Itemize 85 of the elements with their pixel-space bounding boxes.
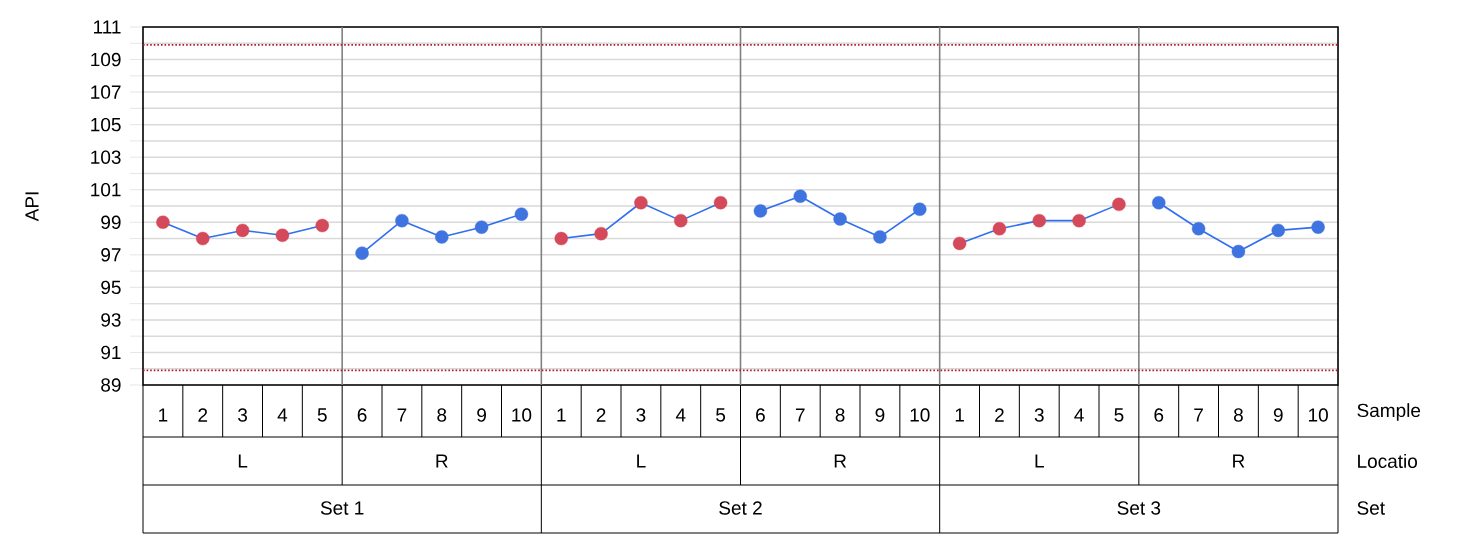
point [1271, 223, 1285, 238]
point [634, 196, 648, 210]
point [1152, 196, 1166, 210]
point [833, 212, 847, 226]
y-tick-label: 93 [101, 313, 121, 327]
x-tick-label: 9 [875, 408, 885, 422]
point [1311, 220, 1325, 234]
point [713, 196, 728, 210]
x-tick-label: 5 [317, 408, 327, 422]
point [753, 204, 768, 218]
y-tick-label: 109 [91, 52, 121, 67]
point [514, 207, 529, 221]
point [1231, 244, 1246, 259]
x-tick-label: 1 [159, 408, 168, 422]
point [474, 220, 489, 234]
x-tick-label: 6 [756, 408, 765, 422]
text: R [1233, 454, 1245, 468]
text: Set 3 [1117, 501, 1161, 515]
x-tick-label: 2 [596, 408, 606, 422]
y-tick-label: 103 [91, 150, 121, 164]
x-tick-label: 5 [1114, 408, 1124, 422]
point [156, 215, 170, 229]
x-tick-label: 6 [357, 408, 367, 422]
point [435, 230, 449, 244]
x-tick-label: 1 [955, 408, 964, 422]
x-tick-label: 3 [238, 408, 248, 422]
point [355, 246, 369, 260]
point [1191, 222, 1206, 236]
point [315, 218, 329, 233]
point [196, 231, 210, 246]
x-tick-label: 1 [557, 408, 566, 422]
point [952, 236, 967, 251]
y-axis-title: API [25, 192, 39, 222]
y-tick-label: 107 [91, 85, 121, 99]
y-tick-label: 97 [101, 248, 121, 262]
x-tick-label: 10 [1308, 408, 1328, 422]
x-tick-label: 7 [795, 408, 805, 422]
point [1032, 213, 1046, 228]
y-tick-label: 95 [101, 280, 121, 295]
point [1072, 213, 1086, 228]
text: L [637, 454, 646, 468]
x-tick-label: 2 [995, 408, 1004, 422]
text: R [834, 454, 847, 468]
y-tick-label: 99 [101, 215, 121, 229]
point [235, 223, 250, 238]
x-tick-label: 9 [1273, 408, 1283, 422]
point [793, 189, 807, 203]
x-tick-label: 6 [1154, 408, 1164, 422]
point [395, 213, 409, 228]
point [913, 202, 927, 216]
x-tick-label: 4 [1074, 408, 1084, 422]
x-tick-label: 5 [716, 408, 726, 422]
text: Locatio [1358, 454, 1417, 468]
x-tick-label: 8 [1233, 408, 1243, 422]
y-tick-label: 111 [94, 20, 121, 34]
point [1112, 197, 1126, 212]
text: R [436, 454, 448, 468]
y-tick-label: 101 [91, 183, 121, 197]
point [873, 230, 887, 244]
text: Sample [1357, 403, 1421, 421]
y-tick-label: 91 [101, 345, 121, 360]
point [992, 222, 1007, 236]
x-tick-label: 10 [910, 408, 930, 422]
x-tick-label: 4 [277, 408, 288, 422]
point [275, 228, 290, 242]
point [554, 231, 568, 246]
x-tick-label: 7 [1194, 408, 1203, 422]
point [594, 226, 608, 241]
text: L [238, 454, 248, 468]
text: Set 1 [320, 501, 364, 515]
x-tick-label: 2 [198, 408, 208, 422]
x-tick-label: 3 [1034, 408, 1044, 422]
x-tick-label: 8 [835, 408, 845, 422]
text: L [1035, 454, 1044, 468]
y-tick-label: 89 [101, 378, 121, 392]
x-tick-label: 8 [437, 408, 447, 422]
point [674, 213, 688, 228]
x-tick-label: 4 [675, 408, 686, 422]
x-tick-label: 9 [477, 408, 486, 422]
x-tick-label: 7 [397, 408, 407, 422]
y-tick-label: 105 [91, 117, 121, 132]
text: Set 2 [719, 501, 762, 515]
x-tick-label: 10 [512, 408, 532, 422]
x-tick-label: 3 [636, 408, 646, 422]
text: Set [1357, 501, 1385, 515]
